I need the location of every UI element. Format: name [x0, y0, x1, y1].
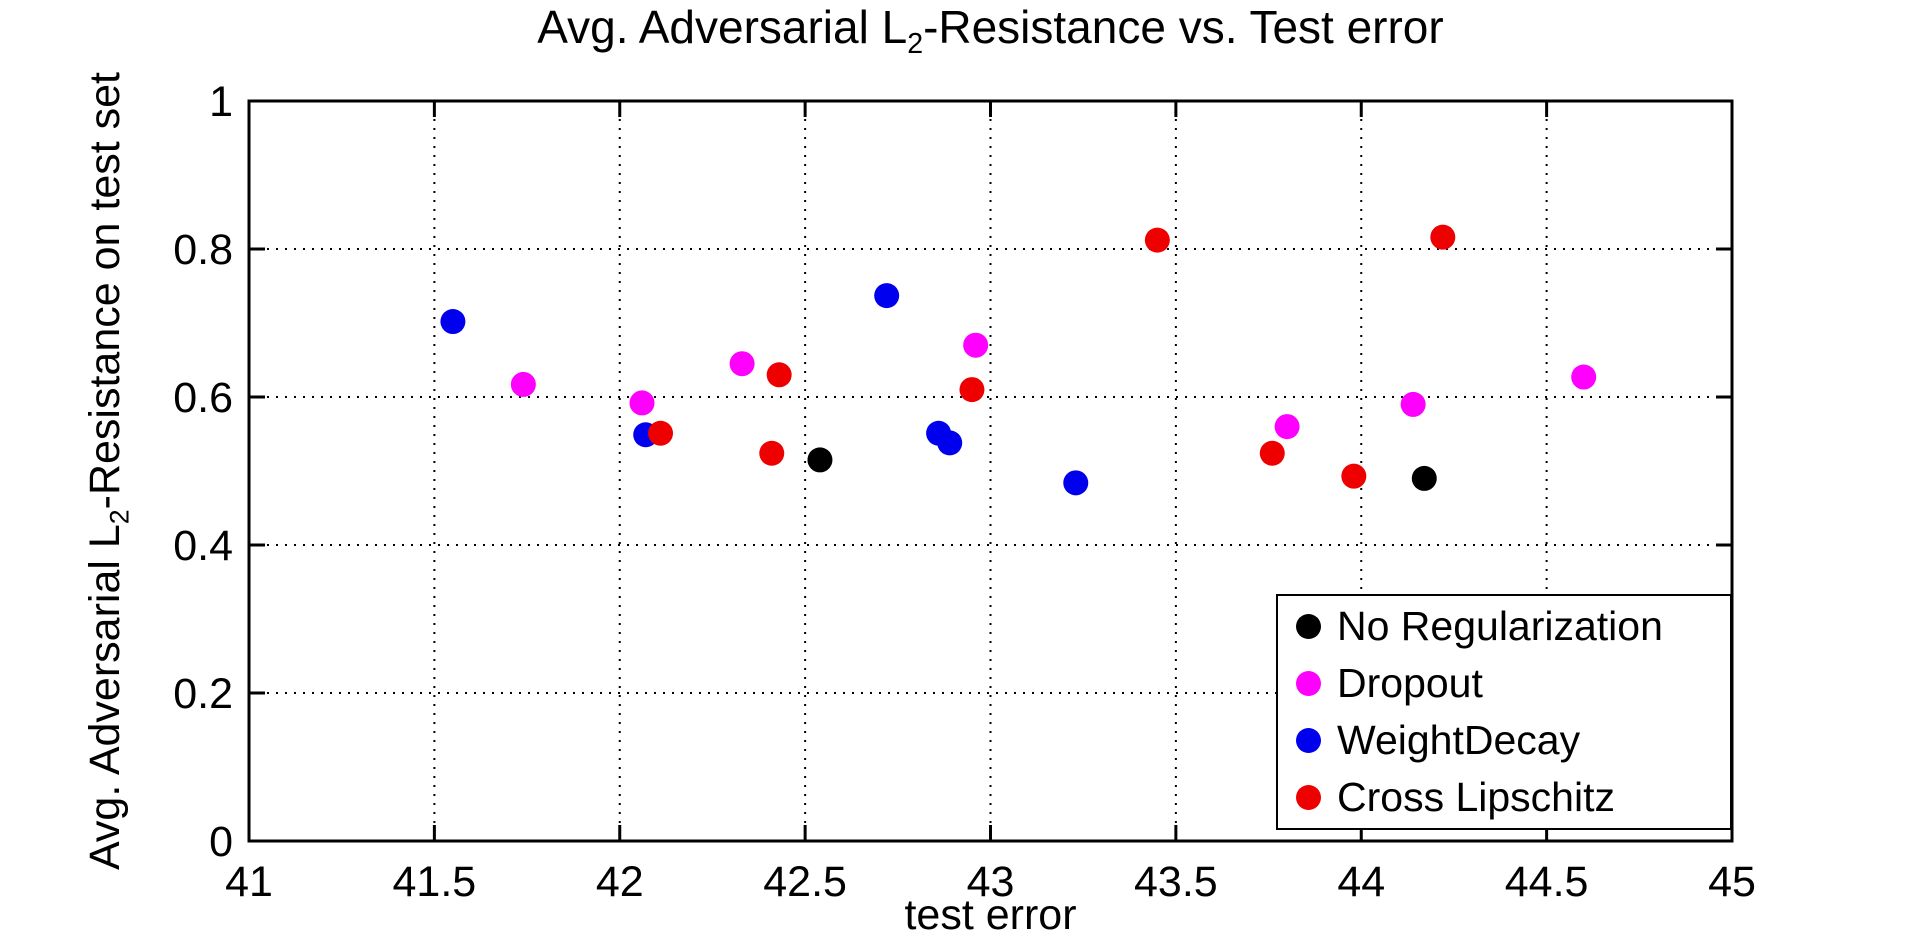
y-tick-label: 1: [209, 78, 233, 126]
x-tick-label: 41.5: [393, 858, 477, 906]
legend-marker-icon: [1296, 728, 1321, 753]
chart-title: Avg. Adversarial L2-Resistance vs. Test …: [249, 0, 1732, 58]
x-tick-label: 42: [596, 858, 644, 906]
data-point: [1144, 227, 1170, 253]
data-point: [1259, 440, 1285, 466]
legend: No Regularization Dropout WeightDecay Cross…: [1276, 594, 1732, 830]
x-tick-label: 43: [967, 858, 1015, 906]
y-tick-label: 0.4: [173, 522, 233, 570]
legend-marker-icon: [1296, 671, 1321, 696]
legend-item: No Regularization: [1278, 598, 1730, 655]
x-tick-label: 44: [1337, 858, 1385, 906]
data-point: [729, 351, 755, 377]
legend-item-label: WeightDecay: [1337, 717, 1581, 763]
data-point: [807, 447, 833, 473]
legend-item: WeightDecay: [1278, 712, 1730, 769]
legend-marker-icon: [1296, 614, 1321, 639]
data-point: [1430, 224, 1456, 250]
y-axis-label-text-suffix: -Resistance on test set: [81, 72, 129, 510]
x-tick-label: 42.5: [763, 858, 847, 906]
legend-marker-icon: [1296, 785, 1321, 810]
legend-item-label: No Regularization: [1337, 603, 1663, 649]
y-tick-label: 0: [209, 818, 233, 866]
data-point: [759, 440, 785, 466]
legend-item-label: Dropout: [1337, 660, 1483, 706]
data-point: [440, 309, 466, 335]
chart-title-text: Avg. Adversarial L: [537, 1, 908, 53]
data-point: [1411, 465, 1437, 491]
y-tick-label: 0.6: [173, 374, 233, 422]
y-tick-label: 0.2: [173, 670, 233, 718]
data-point: [648, 420, 674, 446]
y-axis-label-text: Avg. Adversarial L: [81, 524, 129, 870]
y-tick-label: 0.8: [173, 226, 233, 274]
x-tick-label: 44.5: [1505, 858, 1589, 906]
data-point: [1063, 470, 1089, 496]
x-tick-label: 41: [225, 858, 273, 906]
data-point: [1274, 414, 1300, 440]
legend-item: Cross Lipschitz: [1278, 769, 1730, 826]
data-point: [1400, 391, 1426, 417]
data-point: [629, 390, 655, 416]
x-tick-label: 43.5: [1134, 858, 1218, 906]
data-point: [766, 362, 792, 388]
data-point: [959, 377, 985, 403]
data-point: [510, 371, 536, 397]
legend-item: Dropout: [1278, 655, 1730, 712]
chart-title-subscript: 2: [907, 28, 924, 61]
legend-item-label: Cross Lipschitz: [1337, 774, 1615, 820]
data-point: [874, 283, 900, 309]
data-point: [1571, 364, 1597, 390]
data-point: [1341, 463, 1367, 489]
data-point: [963, 332, 989, 358]
y-axis-label-subscript: 2: [104, 509, 135, 525]
data-point: [937, 430, 963, 456]
y-axis-label: Avg. Adversarial L2-Resistance on test s…: [75, 21, 135, 921]
x-axis-label: test error: [904, 891, 1077, 939]
chart-title-text-suffix: -Resistance vs. Test error: [923, 1, 1444, 53]
x-tick-label: 45: [1708, 858, 1756, 906]
